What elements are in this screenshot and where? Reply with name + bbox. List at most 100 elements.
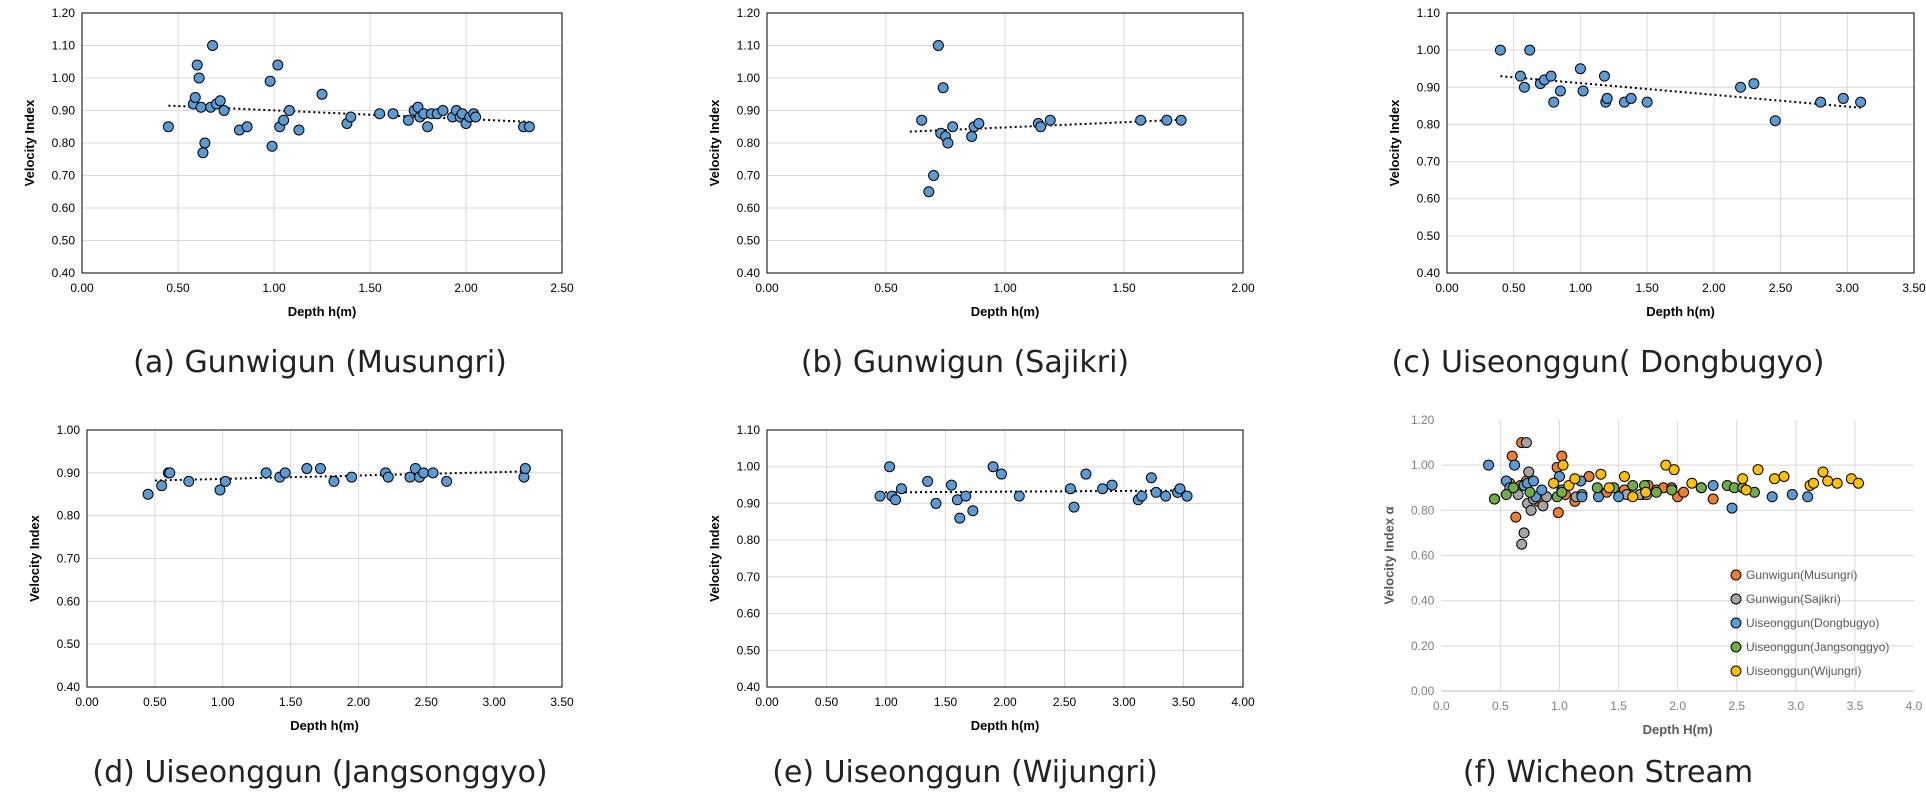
data-point bbox=[1548, 96, 1560, 108]
y-tick-label: 0.50 bbox=[737, 643, 761, 657]
y-tick-label: 0.40 bbox=[737, 680, 761, 694]
x-tick-label: 3.50 bbox=[1902, 281, 1926, 295]
data-point bbox=[437, 105, 449, 116]
x-tick-label: 4.0 bbox=[1906, 699, 1923, 713]
chart-f-svg: 0.00 0.20 0.40 0.60 0.80 1.00 1.20 0.0 0.5 1.0 1.5… bbox=[1381, 413, 1923, 737]
y-tick-label: 0.40 bbox=[1417, 266, 1441, 280]
caption-b: (b) Gunwigun (Sajikri) bbox=[800, 345, 1130, 380]
data-point bbox=[895, 483, 907, 495]
data-point bbox=[1510, 511, 1522, 523]
data-point bbox=[1837, 92, 1849, 104]
y-tick-label: 0.80 bbox=[57, 509, 81, 523]
chart-panel-e: 0.40 0.50 0.60 0.70 0.80 0.90 1.00 1.10 0.00 0.50… bbox=[645, 410, 1285, 800]
data-point bbox=[418, 467, 430, 479]
data-point bbox=[183, 475, 195, 487]
y-tick-label: 0.80 bbox=[1411, 503, 1435, 517]
y-tick-label: 1.10 bbox=[737, 423, 761, 437]
y-tick-label: 0.50 bbox=[52, 234, 76, 248]
data-point bbox=[960, 490, 972, 502]
data-point bbox=[441, 475, 453, 487]
data-point bbox=[1802, 491, 1814, 503]
y-axis-label: Velocity Index bbox=[22, 99, 37, 186]
x-tick-label: 0.50 bbox=[815, 695, 839, 709]
data-point bbox=[1044, 114, 1056, 126]
x-tick-label: 0.50 bbox=[166, 281, 190, 295]
data-point bbox=[884, 461, 896, 473]
x-tick-label: 3.50 bbox=[550, 695, 574, 709]
data-point bbox=[1666, 484, 1678, 496]
data-point bbox=[1035, 121, 1047, 133]
y-tick-label: 1.10 bbox=[1417, 6, 1441, 20]
data-point bbox=[1618, 470, 1630, 482]
data-point bbox=[1523, 466, 1535, 478]
data-point bbox=[1601, 92, 1613, 104]
y-axis-label: Velocity Index bbox=[27, 514, 42, 601]
data-point bbox=[967, 505, 979, 517]
plot-frame bbox=[766, 429, 1244, 688]
legend-label: Uiseonggun(Wijungri) bbox=[1746, 664, 1861, 678]
legend-marker bbox=[1730, 641, 1742, 653]
data-point bbox=[916, 114, 928, 126]
plot-frame bbox=[81, 12, 563, 274]
data-point bbox=[1175, 114, 1187, 126]
caption-f: (f) Wicheon Stream bbox=[1462, 755, 1754, 790]
x-tick-label: 0.50 bbox=[1502, 281, 1526, 295]
x-tick-label: 3.00 bbox=[482, 695, 506, 709]
data-point bbox=[930, 497, 942, 509]
data-point bbox=[966, 131, 978, 142]
data-point bbox=[1574, 63, 1586, 75]
data-point bbox=[1524, 44, 1536, 56]
data-point bbox=[301, 463, 313, 475]
data-point bbox=[1707, 493, 1719, 505]
data-point bbox=[1625, 92, 1637, 104]
data-point bbox=[890, 494, 902, 506]
x-tick-label: 4.00 bbox=[1231, 695, 1255, 709]
y-tick-label: 0.40 bbox=[57, 680, 81, 694]
data-point bbox=[1136, 490, 1148, 502]
x-tick-label: 2.50 bbox=[1769, 281, 1793, 295]
data-point bbox=[1537, 500, 1549, 512]
data-point bbox=[283, 105, 295, 116]
data-point bbox=[1583, 470, 1595, 482]
plot-frame bbox=[1446, 12, 1915, 274]
y-tick-label: 0.50 bbox=[57, 637, 81, 651]
y-tick-label: 0.70 bbox=[1417, 155, 1441, 169]
data-point bbox=[1556, 450, 1568, 462]
plot-frame bbox=[766, 12, 1244, 274]
y-tick-label: 0.60 bbox=[1411, 549, 1435, 563]
data-point bbox=[923, 186, 935, 198]
x-tick-label: 1.50 bbox=[1635, 281, 1659, 295]
y-tick-label: 0.50 bbox=[1417, 229, 1441, 243]
legend-marker bbox=[1730, 569, 1742, 581]
y-tick-label: 0.00 bbox=[1411, 684, 1435, 698]
data-point bbox=[1576, 491, 1588, 503]
y-tick-label: 1.20 bbox=[52, 6, 76, 20]
chart-panel-d: 0.40 0.50 0.60 0.70 0.80 0.90 1.00 0.00 0.50 1.00… bbox=[0, 410, 640, 800]
data-point bbox=[264, 75, 276, 87]
data-point bbox=[995, 468, 1007, 480]
data-point bbox=[241, 121, 253, 133]
data-point bbox=[1518, 527, 1530, 539]
y-tick-label: 0.70 bbox=[57, 552, 81, 566]
legend-marker bbox=[1730, 665, 1742, 677]
caption-c: (c) Uiseonggun( Dongbugyo) bbox=[1391, 345, 1825, 380]
data-point bbox=[1569, 473, 1581, 485]
y-tick-label: 0.80 bbox=[737, 136, 761, 150]
x-tick-label: 2.5 bbox=[1728, 699, 1745, 713]
data-point bbox=[1068, 501, 1080, 513]
chart-d-svg: 0.40 0.50 0.60 0.70 0.80 0.90 1.00 0.00 0.50 1.00… bbox=[27, 423, 574, 733]
data-point bbox=[260, 467, 272, 479]
data-point bbox=[191, 59, 203, 71]
data-point bbox=[214, 95, 226, 107]
y-tick-label: 0.70 bbox=[737, 570, 761, 584]
data-point bbox=[164, 467, 176, 479]
data-point bbox=[973, 118, 985, 129]
data-point bbox=[189, 92, 201, 103]
x-tick-label: 1.50 bbox=[1112, 281, 1136, 295]
caption-a: (a) Gunwigun (Musungri) bbox=[133, 345, 507, 380]
x-tick-label: 1.00 bbox=[1569, 281, 1593, 295]
data-point bbox=[1831, 477, 1843, 489]
data-point bbox=[1627, 479, 1639, 491]
y-tick-label: 0.80 bbox=[1417, 117, 1441, 131]
data-point bbox=[156, 480, 168, 492]
